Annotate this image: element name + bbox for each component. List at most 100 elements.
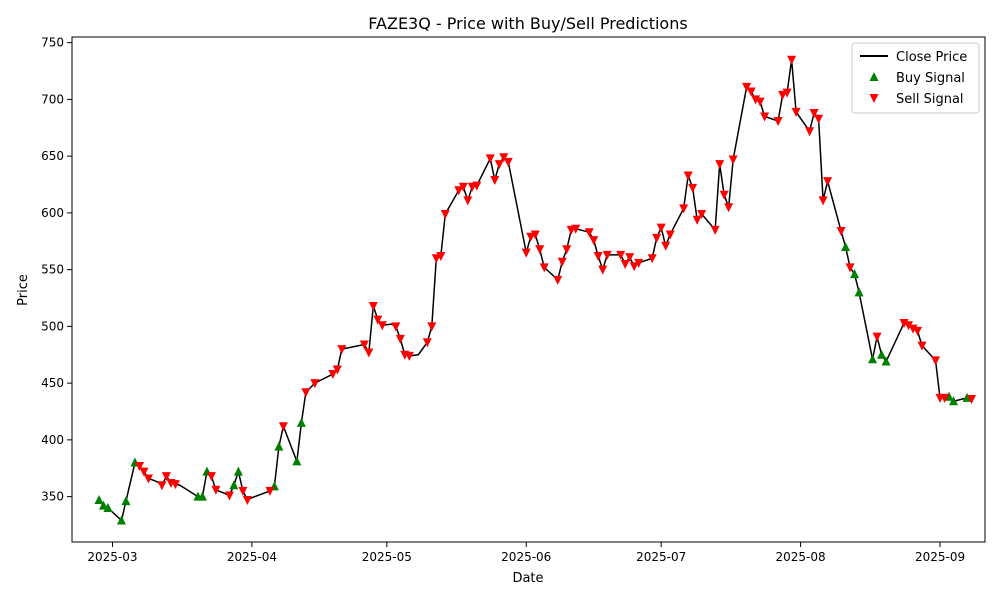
buy-signal-marker — [116, 515, 126, 525]
buy-signal-marker — [877, 349, 887, 359]
sell-signal-marker — [625, 253, 635, 263]
sell-signal-marker — [562, 245, 572, 255]
sell-signal-layer — [134, 55, 977, 506]
buy-signal-layer — [94, 241, 972, 525]
x-tick-label: 2025-07 — [636, 550, 686, 564]
sell-signal-marker — [503, 157, 513, 167]
sell-signal-marker — [913, 326, 923, 336]
sell-signal-marker — [899, 318, 909, 328]
sell-signal-marker — [157, 481, 167, 491]
sell-signal-marker — [242, 496, 252, 506]
sell-signal-marker — [494, 160, 504, 170]
sell-signal-marker — [778, 90, 788, 100]
buy-signal-marker — [121, 496, 131, 506]
sell-signal-marker — [463, 196, 473, 206]
x-axis-label: Date — [512, 571, 543, 586]
buy-signal-marker — [292, 456, 302, 466]
sell-signal-marker — [265, 486, 275, 496]
sell-signal-marker — [616, 250, 626, 260]
sell-signal-marker — [332, 365, 342, 375]
buy-signal-marker — [197, 491, 207, 501]
sell-signal-marker — [818, 196, 828, 206]
sell-signal-marker — [436, 252, 446, 262]
buy-signal-marker — [98, 500, 108, 510]
sell-signal-marker — [301, 388, 311, 398]
y-tick-label: 400 — [41, 433, 64, 447]
sell-signal-marker — [143, 474, 153, 484]
sell-signal-marker — [751, 95, 761, 105]
sell-signal-marker — [521, 248, 531, 258]
legend: Close Price Buy Signal Sell Signal — [851, 42, 980, 114]
sell-signal-marker — [661, 241, 671, 251]
sell-signal-marker — [719, 190, 729, 200]
sell-signal-marker — [940, 393, 950, 403]
x-tick-label: 2025-04 — [227, 550, 277, 564]
sell-signal-marker — [526, 232, 536, 242]
sell-signal-marker — [278, 422, 288, 432]
y-axis-label: Price — [16, 274, 31, 306]
buy-signal-marker — [94, 495, 104, 505]
sell-signal-marker — [602, 250, 612, 260]
sell-signal-marker — [206, 472, 216, 482]
sell-signal-marker — [967, 395, 977, 405]
y-tick-label: 600 — [41, 206, 64, 220]
sell-signal-marker — [224, 491, 234, 501]
sell-signal-marker — [431, 254, 441, 264]
sell-signal-marker — [683, 171, 693, 181]
sell-signal-marker — [634, 258, 644, 268]
sell-signal-marker — [391, 322, 401, 332]
sell-signal-marker — [458, 182, 468, 192]
sell-signal-marker — [427, 322, 437, 332]
sell-signal-marker — [728, 155, 738, 165]
sell-signal-marker — [422, 338, 432, 348]
buy-signal-marker — [229, 480, 239, 490]
sell-signal-marker — [404, 351, 414, 361]
x-axis: 2025-03 2025-04 2025-05 2025-06 2025-07 2025-… — [87, 542, 965, 564]
buy-signal-marker — [868, 354, 878, 364]
sell-signal-marker — [647, 254, 657, 264]
sell-signal-marker — [395, 334, 405, 344]
sell-signal-marker — [652, 233, 662, 243]
sell-signal-marker — [485, 154, 495, 164]
legend-box — [851, 42, 980, 114]
sell-signal-marker — [791, 107, 801, 117]
sell-signal-marker — [589, 236, 599, 246]
sell-signal-marker — [553, 275, 563, 285]
sell-signal-marker — [539, 263, 549, 273]
y-axis: 350 400 450 500 550 600 650 700 750 — [41, 36, 72, 504]
y-tick-label: 500 — [41, 319, 64, 333]
legend-sell-swatch — [869, 94, 879, 103]
sell-signal-marker — [557, 257, 567, 267]
y-tick-label: 750 — [41, 36, 64, 50]
sell-signal-marker — [760, 112, 770, 122]
y-tick-label: 450 — [41, 376, 64, 390]
y-tick-label: 550 — [41, 263, 64, 277]
sell-signal-marker — [373, 315, 383, 325]
x-tick-label: 2025-05 — [362, 550, 412, 564]
sell-signal-marker — [908, 324, 918, 334]
buy-signal-marker — [233, 466, 243, 476]
sell-signal-marker — [823, 177, 833, 187]
sell-signal-marker — [904, 321, 914, 331]
sell-signal-marker — [836, 227, 846, 237]
sell-signal-marker — [917, 341, 927, 351]
sell-signal-marker — [688, 183, 698, 193]
legend-close-label: Close Price — [896, 50, 967, 65]
sell-signal-marker — [328, 370, 338, 380]
sell-signal-marker — [499, 153, 509, 163]
x-tick-label: 2025-09 — [915, 550, 965, 564]
buy-signal-marker — [962, 392, 972, 402]
sell-signal-marker — [211, 485, 221, 495]
y-tick-label: 350 — [41, 490, 64, 504]
sell-signal-marker — [755, 97, 765, 107]
sell-signal-marker — [665, 230, 675, 240]
sell-signal-marker — [310, 379, 320, 389]
sell-signal-marker — [377, 321, 387, 331]
x-tick-label: 2025-06 — [501, 550, 551, 564]
y-tick-label: 650 — [41, 149, 64, 163]
sell-signal-marker — [620, 259, 630, 269]
sell-signal-marker — [656, 223, 666, 233]
sell-signal-marker — [337, 345, 347, 355]
sell-signal-marker — [454, 186, 464, 196]
